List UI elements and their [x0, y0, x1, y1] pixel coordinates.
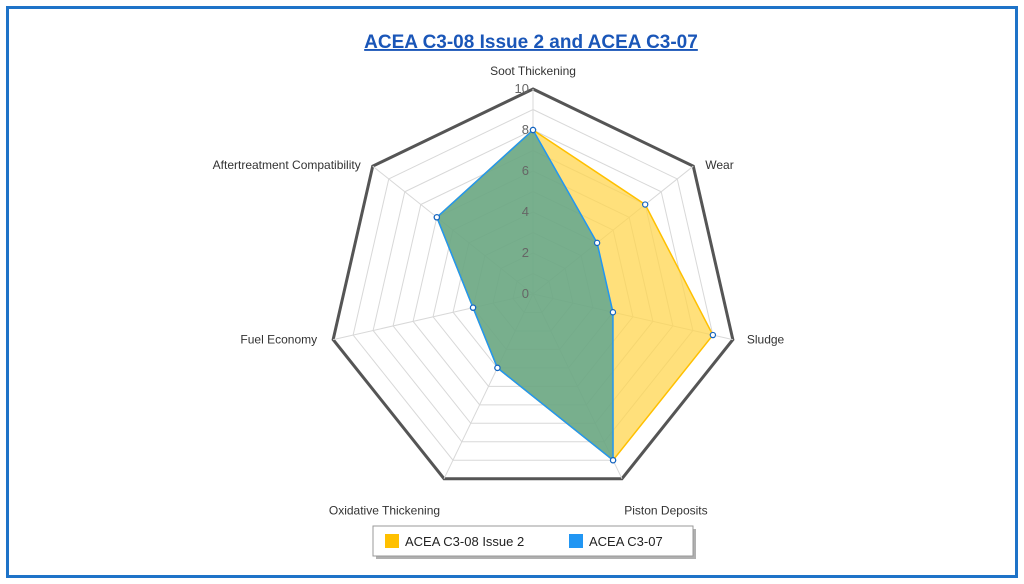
axis-label-3: Sludge	[747, 333, 785, 347]
series-1-point[interactable]	[641, 201, 649, 208]
axis-label-6: Fuel Economy	[240, 333, 317, 347]
chart-title-link[interactable]: ACEA C3-08 Issue 2 and ACEA C3-07	[364, 32, 698, 53]
axis-label-4: Piston Deposits	[624, 504, 707, 518]
series-2-point[interactable]	[469, 304, 477, 311]
radial-tick-label: 8	[522, 122, 529, 137]
radar-outer-ring	[331, 87, 735, 481]
radar-grid-ring	[372, 129, 694, 443]
legend-swatch-2[interactable]	[569, 534, 583, 548]
radial-tick-label: 2	[522, 245, 529, 260]
radial-tick-label: 4	[522, 204, 529, 219]
series-2-point[interactable]	[593, 239, 601, 247]
legend-label-2[interactable]: ACEA C3-07	[589, 534, 663, 549]
series-2-point[interactable]	[609, 309, 617, 316]
legend: ACEA C3-08 Issue 2 ACEA C3-07	[372, 525, 696, 559]
radar-axis-labels: Soot Thickening Wear Sludge Piston Deposits…	[213, 64, 785, 518]
series-1-point[interactable]	[709, 331, 717, 339]
axis-label-5: Oxidative Thickening	[329, 504, 440, 518]
radar-grid-ring	[352, 108, 714, 461]
series-2-point[interactable]	[494, 364, 501, 372]
chart-title[interactable]: ACEA C3-08 Issue 2 and ACEA C3-07	[364, 32, 698, 53]
axis-label-1: Soot Thickening	[490, 64, 576, 78]
legend-label-1[interactable]: ACEA C3-08 Issue 2	[405, 534, 524, 549]
axis-label-7: Aftertreatment Compatibility	[213, 158, 361, 172]
radial-tick-label: 0	[522, 286, 529, 301]
radial-tick-label: 10	[515, 81, 529, 96]
series-2-point[interactable]	[529, 126, 537, 134]
radar-series	[433, 126, 717, 464]
legend-box	[372, 525, 694, 557]
radar-ticks: 0 2 4 6 8 10	[515, 81, 529, 301]
axis-label-2: Wear	[705, 158, 733, 172]
series-2-point[interactable]	[609, 457, 617, 464]
series-2-point[interactable]	[433, 214, 441, 221]
legend-swatch-1[interactable]	[385, 534, 399, 548]
series-area-2[interactable]	[435, 128, 614, 462]
radial-tick-label: 6	[522, 163, 529, 178]
